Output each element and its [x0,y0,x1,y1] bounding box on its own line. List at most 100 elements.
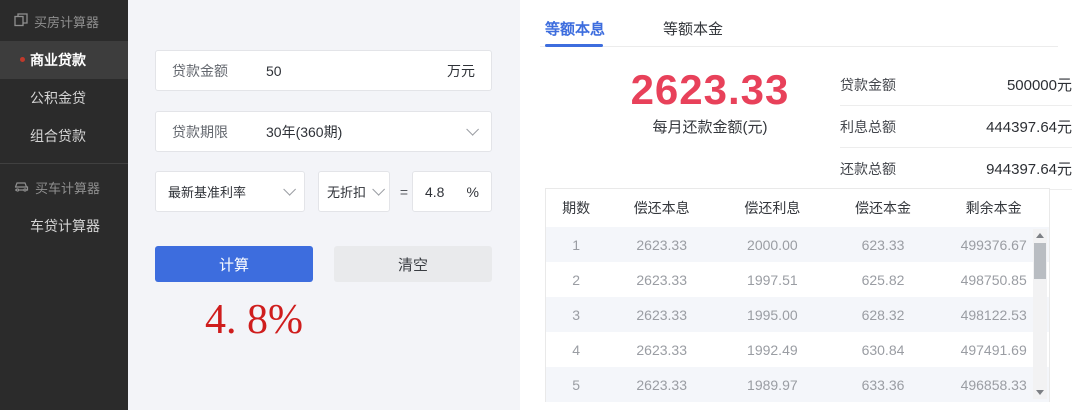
loan-term-label: 贷款期限 [172,123,228,140]
table-cell: 2 [572,271,581,288]
sidebar-item-provident-fund-loan[interactable]: 公积金贷 [0,79,128,117]
sidebar: 买房计算器 商业贷款 公积金贷 组合贷款 买车计算器 车贷计算器 [0,0,128,410]
table-cell: 5 [572,376,581,393]
loan-amount-input[interactable]: 50 [266,62,282,79]
schedule-table-body: 1 2623.33 2000.00 623.33 499376.67 2 2623.33 19… [546,227,1049,402]
rate-discount-value: 无折扣 [327,185,367,200]
table-row: 4 2623.33 1992.49 630.84 497491.69 [546,332,1049,367]
rate-display-text: 4. 8% [205,297,303,343]
table-cell: 498750.85 [960,271,1027,288]
tab-equal-installment[interactable]: 等额本息 [545,21,606,38]
sidebar-item-car-loan[interactable]: 车贷计算器 [0,207,128,245]
rate-unit: % [466,183,479,200]
sidebar-item-commercial-loan[interactable]: 商业贷款 [0,41,128,79]
table-row: 1 2623.33 2000.00 623.33 499376.67 [546,227,1049,262]
table-cell: 496858.33 [960,376,1027,393]
table-cell: 1989.97 [747,376,798,393]
table-cell: 2623.33 [636,271,687,288]
table-cell: 2623.33 [636,376,687,393]
summary-label: 利息总额 [840,118,896,135]
rate-discount-select[interactable]: 无折扣 [318,171,390,212]
monthly-payment-block: 2623.33 每月还款金额(元) [580,66,840,137]
car-calculator-icon [14,180,29,195]
sidebar-item-label: 商业贷款 [30,52,86,68]
sidebar-item-combined-loan[interactable]: 组合贷款 [0,117,128,155]
sidebar-item-label: 公积金贷 [30,90,86,106]
loan-amount-field[interactable]: 贷款金额 50 万元 [155,50,492,91]
table-cell: 1 [572,236,581,253]
result-panel: 等额本息 等额本金 2623.33 每月还款金额(元) 贷款金额 500000元… [520,0,1080,410]
table-cell: 2000.00 [747,236,798,253]
sidebar-item-label: 车贷计算器 [30,218,100,234]
table-cell: 4 [572,341,581,358]
loan-term-select[interactable]: 贷款期限 30年(360期) [155,111,492,152]
loan-term-value: 30年(360期) [266,123,343,140]
summary-value: 444397.64元 [986,119,1072,136]
table-row: 2 2623.33 1997.51 625.82 498750.85 [546,262,1049,297]
summary-value: 500000元 [1006,77,1072,94]
table-cell: 1997.51 [747,271,798,288]
scroll-down-icon[interactable] [1036,390,1044,395]
chevron-down-icon [466,123,479,136]
table-scrollbar[interactable] [1033,229,1047,399]
base-rate-value: 最新基准利率 [168,185,247,200]
rate-value-input[interactable]: 4.8 [425,183,445,200]
table-cell: 2623.33 [636,236,687,253]
sidebar-item-label: 组合贷款 [30,128,86,144]
table-header-cell: 偿还本金 [855,200,911,216]
loan-summary: 贷款金额 500000元 利息总额 444397.64元 还款总额 944397… [840,64,1072,190]
table-cell: 2623.33 [636,341,687,358]
loan-amount-label: 贷款金额 [172,62,228,79]
summary-row: 贷款金额 500000元 [840,64,1072,106]
table-header-cell: 剩余本金 [965,200,1022,216]
tab-equal-principal[interactable]: 等额本金 [663,21,724,38]
monthly-payment-caption: 每月还款金额(元) [652,119,768,136]
chevron-down-icon [372,183,385,196]
table-cell: 498122.53 [960,306,1027,323]
loan-form-panel: 贷款金额 50 万元 贷款期限 30年(360期) 最新基准利率 无折扣 = 4… [128,0,520,410]
table-cell: 2623.33 [636,306,687,323]
summary-label: 贷款金额 [840,76,896,93]
table-cell: 633.36 [861,376,905,393]
scroll-up-icon[interactable] [1036,233,1044,238]
table-cell: 1992.49 [747,341,798,358]
sidebar-section-car: 买车计算器 [0,166,128,207]
table-cell: 1995.00 [747,306,798,323]
summary-row: 还款总额 944397.64元 [840,148,1072,190]
repayment-schedule-table: 期数 偿还本息 偿还利息 偿还本金 剩余本金 1 2623.33 2000.00 623.33… [545,188,1050,402]
monthly-payment-value: 2623.33 [630,66,790,113]
table-cell: 628.32 [861,306,905,323]
loan-amount-unit: 万元 [447,62,475,79]
base-rate-select[interactable]: 最新基准利率 [155,171,305,212]
active-dot-icon [20,57,25,62]
summary-value: 944397.64元 [986,161,1072,178]
sidebar-section-label: 买车计算器 [35,181,101,196]
table-header-row: 期数 偿还本息 偿还利息 偿还本金 剩余本金 [546,189,1049,227]
chevron-down-icon [283,183,296,196]
calculate-button[interactable]: 计算 [155,246,313,282]
result-tabs: 等额本息 等额本金 [545,18,723,48]
equals-sign: = [399,183,409,200]
house-calculator-icon [14,13,28,30]
summary-row: 利息总额 444397.64元 [840,106,1072,148]
tabs-divider [540,46,1058,47]
table-header-cell: 偿还本息 [633,200,690,216]
sidebar-section-house: 买房计算器 [0,0,128,41]
table-row: 5 2623.33 1989.97 633.36 496858.33 [546,367,1049,402]
table-cell: 497491.69 [960,341,1027,358]
table-cell: 630.84 [861,341,905,358]
active-tab-underline [545,44,603,47]
table-header-cell: 偿还利息 [744,200,801,216]
table-cell: 625.82 [861,271,905,288]
table-header-cell: 期数 [562,200,591,216]
summary-label: 还款总额 [840,160,896,177]
clear-button[interactable]: 清空 [334,246,492,282]
rate-value-field[interactable]: 4.8 % [412,171,492,212]
table-cell: 623.33 [861,236,905,253]
table-cell: 499376.67 [960,236,1027,253]
sidebar-section-label: 买房计算器 [34,15,100,30]
scrollbar-thumb[interactable] [1034,243,1046,279]
table-cell: 3 [572,306,581,323]
table-row: 3 2623.33 1995.00 628.32 498122.53 [546,297,1049,332]
